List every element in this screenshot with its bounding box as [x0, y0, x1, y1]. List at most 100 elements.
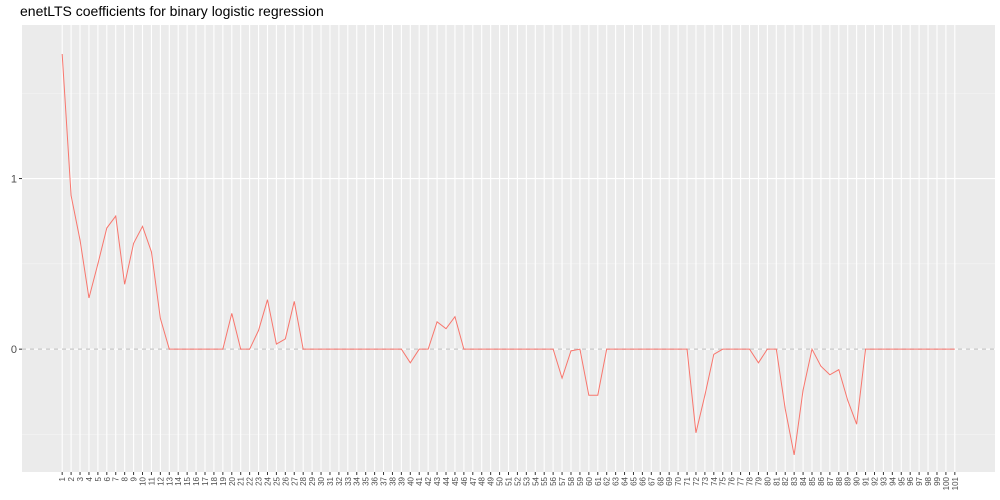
- x-tick-label: 31: [326, 476, 335, 485]
- x-tick-label: 75: [719, 476, 728, 485]
- x-tick-label: 44: [442, 476, 451, 485]
- x-tick-label: 18: [210, 476, 219, 485]
- x-tick-label: 33: [344, 476, 353, 485]
- x-tick-label: 40: [406, 476, 415, 485]
- x-tick-label: 32: [335, 476, 344, 485]
- x-tick-label: 70: [674, 476, 683, 485]
- x-tick-label: 82: [781, 476, 790, 485]
- x-tick-label: 1: [58, 476, 67, 481]
- coefficient-series-line: [61, 53, 955, 456]
- x-tick-label: 45: [451, 476, 460, 485]
- x-tick-label: 53: [522, 476, 531, 485]
- x-tick-label: 23: [255, 476, 264, 485]
- x-tick-label: 42: [424, 476, 433, 485]
- x-tick-label: 76: [728, 476, 737, 485]
- x-tick-label: 83: [790, 476, 799, 485]
- x-tick-label: 90: [853, 476, 862, 485]
- x-tick-label: 17: [201, 476, 210, 485]
- x-tick-label: 97: [915, 476, 924, 485]
- x-tick-label: 85: [808, 476, 817, 485]
- x-tick-label: 36: [371, 476, 380, 485]
- x-tick-label: 14: [174, 476, 183, 485]
- x-tick-label: 71: [683, 476, 692, 485]
- x-tick-label: 29: [308, 476, 317, 485]
- x-tick-label: 37: [380, 476, 389, 485]
- x-tick-label: 56: [549, 476, 558, 485]
- x-tick-label: 21: [237, 476, 246, 485]
- x-tick-label: 77: [737, 476, 746, 485]
- x-tick-label: 2: [67, 476, 76, 481]
- x-tick-label: 20: [228, 476, 237, 485]
- x-tick-label: 13: [165, 476, 174, 485]
- x-tick-label: 69: [665, 476, 674, 485]
- x-tick-label: 72: [692, 476, 701, 485]
- x-tick-label: 99: [933, 476, 942, 485]
- x-tick-label: 78: [746, 476, 755, 485]
- x-tick-label: 24: [263, 476, 272, 485]
- x-tick-label: 57: [558, 476, 567, 485]
- x-tick-label: 84: [799, 476, 808, 485]
- x-axis: 1 2 3 4 5 6 7 8 9 10 11 12 13 14 15 16 17 18 19 20 21 22 23 24 2…: [58, 472, 960, 490]
- x-tick-label: 39: [397, 476, 406, 485]
- x-tick-label: 73: [701, 476, 710, 485]
- x-tick-label: 47: [469, 476, 478, 485]
- x-tick-label: 86: [817, 476, 826, 485]
- x-tick-label: 62: [603, 476, 612, 485]
- y-axis: 01: [11, 174, 22, 356]
- major-gridlines: [22, 25, 995, 472]
- x-tick-label: 55: [540, 476, 549, 485]
- chart-title: enetLTS coefficients for binary logistic…: [20, 3, 324, 19]
- x-tick-label: 87: [826, 476, 835, 485]
- x-tick-label: 16: [192, 476, 201, 485]
- x-tick-label: 59: [576, 476, 585, 485]
- x-tick-label: 10: [139, 476, 148, 485]
- x-tick-label: 51: [505, 476, 514, 485]
- x-tick-label: 68: [656, 476, 665, 485]
- x-tick-label: 58: [567, 476, 576, 485]
- x-tick-label: 27: [290, 476, 299, 485]
- x-tick-label: 96: [906, 476, 915, 485]
- x-tick-label: 3: [76, 476, 85, 481]
- x-tick-label: 22: [246, 476, 255, 485]
- x-tick-label: 64: [621, 476, 630, 485]
- x-tick-label: 38: [388, 476, 397, 485]
- x-tick-label: 67: [647, 476, 656, 485]
- x-tick-label: 91: [862, 476, 871, 485]
- x-tick-label: 35: [362, 476, 371, 485]
- x-tick-label: 54: [531, 476, 540, 485]
- x-tick-label: 26: [281, 476, 290, 485]
- x-tick-label: 48: [478, 476, 487, 485]
- x-tick-label: 100: [942, 476, 951, 490]
- x-tick-label: 61: [594, 476, 603, 485]
- x-tick-label: 101: [951, 476, 960, 490]
- x-tick-label: 79: [754, 476, 763, 485]
- x-tick-label: 81: [772, 476, 781, 485]
- x-tick-label: 8: [121, 476, 130, 481]
- x-tick-label: 50: [496, 476, 505, 485]
- x-tick-label: 9: [130, 476, 139, 481]
- x-tick-label: 92: [870, 476, 879, 485]
- x-tick-label: 89: [844, 476, 853, 485]
- x-tick-label: 15: [183, 476, 192, 485]
- x-tick-label: 94: [888, 476, 897, 485]
- x-tick-label: 88: [835, 476, 844, 485]
- x-tick-label: 12: [156, 476, 165, 485]
- x-tick-label: 4: [85, 476, 94, 481]
- x-tick-label: 5: [94, 476, 103, 481]
- x-tick-label: 65: [629, 476, 638, 485]
- x-tick-label: 19: [219, 476, 228, 485]
- x-tick-label: 63: [612, 476, 621, 485]
- x-tick-label: 49: [487, 476, 496, 485]
- x-tick-label: 95: [897, 476, 906, 485]
- x-tick-label: 30: [317, 476, 326, 485]
- x-tick-label: 25: [272, 476, 281, 485]
- x-tick-label: 46: [460, 476, 469, 485]
- x-tick-label: 28: [299, 476, 308, 485]
- x-tick-label: 80: [763, 476, 772, 485]
- x-tick-label: 66: [638, 476, 647, 485]
- x-tick-label: 43: [433, 476, 442, 485]
- x-tick-label: 11: [147, 476, 156, 485]
- x-tick-label: 93: [879, 476, 888, 485]
